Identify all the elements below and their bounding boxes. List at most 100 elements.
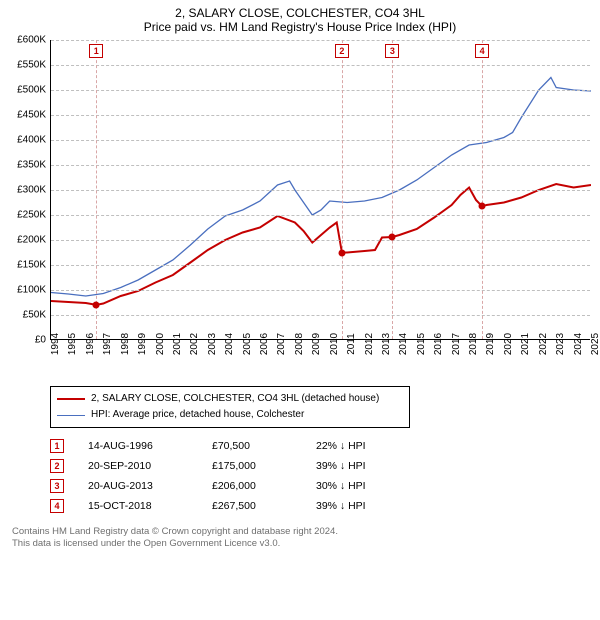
gridline-h [51,90,590,91]
chart-area: £0 £50K £100K £150K £200K £250K £300K £350K £400… [6,40,594,380]
xtick-label: 1997 [102,333,113,355]
sale-marker: 3 [385,44,399,58]
sales-row-price: £70,500 [212,436,292,456]
sales-row-pct: 30% ↓ HPI [316,476,416,496]
sale-marker: 4 [475,44,489,58]
xtick-label: 2010 [329,333,340,355]
sales-row-marker: 4 [50,499,64,513]
gridline-h [51,115,590,116]
sale-marker: 1 [89,44,103,58]
sales-row-marker: 3 [50,479,64,493]
xtick-label: 2006 [259,333,270,355]
xtick-label: 2016 [433,333,444,355]
gridline-h [51,40,590,41]
sales-row-date: 20-AUG-2013 [88,476,188,496]
xtick-label: 1999 [137,333,148,355]
sales-row-marker: 2 [50,459,64,473]
ytick-label: £450K [4,110,46,121]
sale-dot [479,203,486,210]
xtick-label: 2018 [468,333,479,355]
xtick-label: 2014 [398,333,409,355]
xtick-label: 2003 [207,333,218,355]
legend-row-property: 2, SALARY CLOSE, COLCHESTER, CO4 3HL (de… [57,391,403,407]
sales-row-marker: 1 [50,439,64,453]
legend-swatch-hpi [57,415,85,416]
sales-row-price: £206,000 [212,476,292,496]
title-block: 2, SALARY CLOSE, COLCHESTER, CO4 3HL Pri… [6,6,594,34]
page-root: 2, SALARY CLOSE, COLCHESTER, CO4 3HL Pri… [0,0,600,556]
ytick-label: £600K [4,35,46,46]
xtick-label: 2017 [451,333,462,355]
xtick-label: 2015 [416,333,427,355]
sale-vline [392,40,393,339]
gridline-h [51,190,590,191]
xtick-label: 2022 [538,333,549,355]
legend-label-property: 2, SALARY CLOSE, COLCHESTER, CO4 3HL (de… [91,391,379,407]
xtick-label: 2024 [573,333,584,355]
sales-row-date: 14-AUG-1996 [88,436,188,456]
gridline-h [51,290,590,291]
title-line-2: Price paid vs. HM Land Registry's House … [6,20,594,34]
gridline-h [51,140,590,141]
xtick-label: 2004 [224,333,235,355]
ytick-label: £400K [4,135,46,146]
xtick-label: 2011 [346,333,357,355]
xtick-label: 2023 [555,333,566,355]
footnote-line-1: Contains HM Land Registry data © Crown c… [12,526,594,538]
sales-table: 114-AUG-1996£70,50022% ↓ HPI220-SEP-2010… [50,436,594,516]
xtick-label: 2007 [276,333,287,355]
ytick-label: £150K [4,260,46,271]
sales-row-pct: 22% ↓ HPI [316,436,416,456]
sale-dot [338,249,345,256]
ytick-label: £200K [4,235,46,246]
sales-row: 220-SEP-2010£175,00039% ↓ HPI [50,456,594,476]
legend-swatch-property [57,398,85,400]
legend-label-hpi: HPI: Average price, detached house, Colc… [91,407,304,423]
gridline-h [51,65,590,66]
line-property [51,184,591,305]
sale-vline [342,40,343,339]
sales-row: 415-OCT-2018£267,50039% ↓ HPI [50,496,594,516]
footnote-line-2: This data is licensed under the Open Gov… [12,538,594,550]
xtick-label: 2008 [294,333,305,355]
sales-row-pct: 39% ↓ HPI [316,496,416,516]
gridline-h [51,315,590,316]
xtick-label: 2013 [381,333,392,355]
sales-row: 1 14-AUG-1996 £70,500 22% ↓ HPI [50,436,594,456]
gridline-h [51,215,590,216]
sale-dot [93,301,100,308]
ytick-label: £350K [4,160,46,171]
ytick-label: £250K [4,210,46,221]
sales-row-date: 15-OCT-2018 [88,496,188,516]
xtick-label: 1998 [120,333,131,355]
xtick-label: 2021 [520,333,531,355]
ytick-label: £300K [4,185,46,196]
sale-vline [96,40,97,339]
xtick-label: 2019 [485,333,496,355]
ytick-label: £0 [4,335,46,346]
xtick-label: 2005 [242,333,253,355]
sale-dot [389,234,396,241]
legend-row-hpi: HPI: Average price, detached house, Colc… [57,407,403,423]
xtick-label: 2025 [590,333,600,355]
xtick-label: 1995 [67,333,78,355]
ytick-label: £550K [4,60,46,71]
xtick-label: 2001 [172,333,183,355]
ytick-label: £50K [4,310,46,321]
xtick-label: 2020 [503,333,514,355]
plot-region: 1 2 3 4 [50,40,590,340]
line-hpi [51,78,591,297]
sale-marker: 2 [335,44,349,58]
ytick-label: £500K [4,85,46,96]
ytick-label: £100K [4,285,46,296]
xtick-label: 2012 [364,333,375,355]
xtick-label: 2002 [189,333,200,355]
legend-box: 2, SALARY CLOSE, COLCHESTER, CO4 3HL (de… [50,386,410,428]
sales-row-price: £175,000 [212,456,292,476]
sales-row-pct: 39% ↓ HPI [316,456,416,476]
sales-row: 3 20-AUG-2013 £206,000 30% ↓ HPI [50,476,594,496]
xtick-label: 2009 [311,333,322,355]
footnote: Contains HM Land Registry data © Crown c… [12,526,594,550]
gridline-h [51,165,590,166]
xtick-label: 1994 [50,333,61,355]
